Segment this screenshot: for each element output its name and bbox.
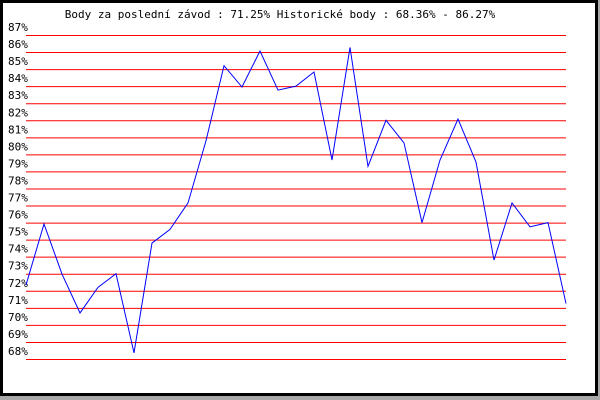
y-tick-label: 71% (8, 294, 28, 307)
y-tick-label: 86% (8, 38, 28, 51)
gridlines (26, 35, 566, 360)
y-axis-ticks: 68% 69% 70% 71% 72% 73% 74% 75% 76% 77% 78% 79% 80% 8… (8, 21, 28, 358)
y-tick-label: 82% (8, 106, 28, 119)
y-tick-label: 76% (8, 209, 28, 222)
y-tick-label: 77% (8, 192, 28, 205)
y-tick-label: 74% (8, 243, 28, 256)
y-tick-label: 83% (8, 89, 28, 102)
y-tick-label: 70% (8, 311, 28, 324)
y-tick-label: 84% (8, 72, 28, 85)
y-tick-label: 68% (8, 345, 28, 358)
y-tick-label: 85% (8, 55, 28, 68)
y-tick-label: 78% (8, 174, 28, 187)
series-line (25, 47, 567, 353)
y-tick-label: 79% (8, 157, 28, 170)
y-tick-label: 72% (8, 277, 28, 290)
y-tick-label: 87% (8, 21, 28, 34)
y-tick-label: 69% (8, 328, 28, 341)
chart-title: Body za poslední závod : 71.25% Historic… (65, 8, 496, 21)
y-tick-label: 75% (8, 226, 28, 239)
y-tick-label: 81% (8, 123, 28, 136)
series-group (25, 47, 567, 353)
y-tick-label: 80% (8, 140, 28, 153)
y-tick-label: 73% (8, 260, 28, 273)
